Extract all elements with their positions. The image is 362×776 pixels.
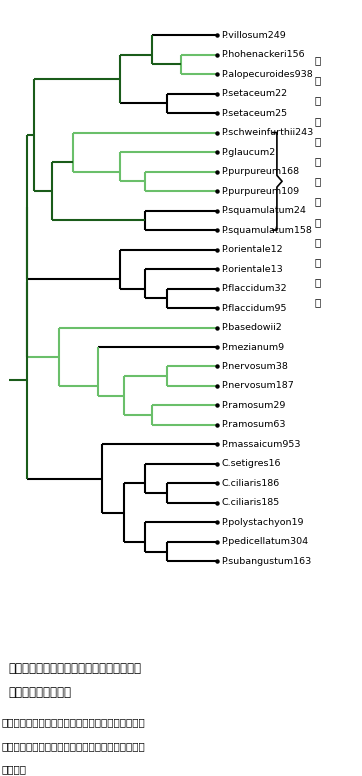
Text: P.hohenackeri156: P.hohenackeri156 bbox=[221, 50, 305, 59]
Text: P.mezianum9: P.mezianum9 bbox=[221, 342, 285, 352]
Text: ミクシス植物種、濃い緑は両者が混在している系統: ミクシス植物種、濃い緑は両者が混在している系統 bbox=[1, 741, 145, 751]
Text: P.ramosum29: P.ramosum29 bbox=[221, 401, 286, 410]
Text: C.setigres16: C.setigres16 bbox=[221, 459, 281, 469]
Text: で: で bbox=[314, 116, 321, 126]
Text: P.setaceum25: P.setaceum25 bbox=[221, 109, 287, 117]
Text: 殖: 殖 bbox=[314, 176, 321, 186]
Text: を表す。: を表す。 bbox=[1, 764, 26, 774]
Text: C.ciliaris185: C.ciliaris185 bbox=[221, 498, 279, 508]
Text: P.polystachyon19: P.polystachyon19 bbox=[221, 518, 304, 527]
Text: C.ciliaris186: C.ciliaris186 bbox=[221, 479, 279, 488]
Text: P.purpureum109: P.purpureum109 bbox=[221, 186, 299, 196]
Text: P.ramosum63: P.ramosum63 bbox=[221, 421, 286, 429]
Text: 薄緑色のラインは有性植物種、黒色のラインはアポ: 薄緑色のラインは有性植物種、黒色のラインはアポ bbox=[1, 718, 145, 728]
Text: P.orientale12: P.orientale12 bbox=[221, 245, 283, 254]
Text: は: は bbox=[314, 237, 321, 247]
Text: も: も bbox=[314, 136, 321, 146]
Text: P.subangustum163: P.subangustum163 bbox=[221, 557, 311, 566]
Text: P.squamulatum158: P.squamulatum158 bbox=[221, 226, 312, 234]
Text: 図２　葉緑体ゲノムによるチカラシバ近縁: 図２ 葉緑体ゲノムによるチカラシバ近縁 bbox=[9, 663, 142, 675]
Text: 種: 種 bbox=[314, 95, 321, 106]
Text: P.orientale13: P.orientale13 bbox=[221, 265, 283, 273]
Text: な: な bbox=[314, 277, 321, 287]
Text: 植物の系統樹: 植物の系統樹 bbox=[9, 686, 72, 698]
Text: P.villosum249: P.villosum249 bbox=[221, 30, 286, 40]
Text: 異: 異 bbox=[314, 257, 321, 267]
Text: P.squamulatum24: P.squamulatum24 bbox=[221, 206, 306, 215]
Text: 様: 様 bbox=[314, 196, 321, 206]
Text: P.alopecuroides938: P.alopecuroides938 bbox=[221, 70, 313, 78]
Text: P.nervosum38: P.nervosum38 bbox=[221, 362, 288, 371]
Text: P.pedicellatum304: P.pedicellatum304 bbox=[221, 538, 308, 546]
Text: P.flaccidum95: P.flaccidum95 bbox=[221, 303, 287, 313]
Text: P.nervosum187: P.nervosum187 bbox=[221, 382, 294, 390]
Text: 縁: 縁 bbox=[314, 75, 321, 85]
Text: P.schweinfurthii243: P.schweinfurthii243 bbox=[221, 128, 313, 137]
Text: P.glaucum2: P.glaucum2 bbox=[221, 147, 275, 157]
Text: P.basedowii2: P.basedowii2 bbox=[221, 323, 282, 332]
Text: P.flaccidum32: P.flaccidum32 bbox=[221, 284, 287, 293]
Text: 生: 生 bbox=[314, 156, 321, 166]
Text: P.setaceum22: P.setaceum22 bbox=[221, 89, 287, 98]
Text: 近: 近 bbox=[314, 55, 321, 65]
Text: P.purpureum168: P.purpureum168 bbox=[221, 167, 299, 176]
Text: P.massaicum953: P.massaicum953 bbox=[221, 440, 301, 449]
Text: 式: 式 bbox=[314, 217, 321, 227]
Text: る: る bbox=[314, 297, 321, 307]
